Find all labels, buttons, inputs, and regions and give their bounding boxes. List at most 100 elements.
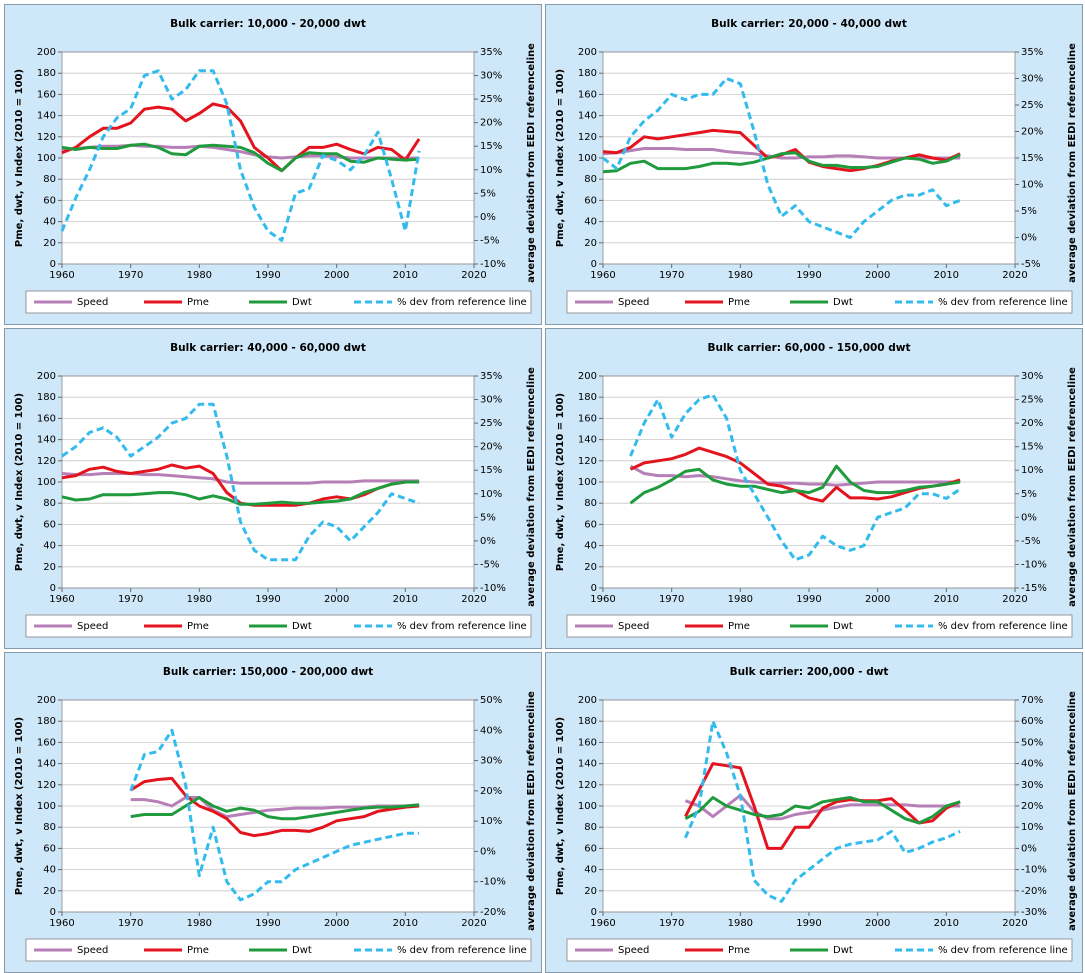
y-axis-title: Pme, dwt, v Index (2010 = 100) (555, 393, 566, 571)
y-tick-label: 40 (584, 541, 597, 552)
x-tick-label: 1960 (590, 594, 615, 605)
x-tick-label: 1980 (187, 270, 212, 281)
y2-tick-label: 20% (480, 786, 502, 797)
plot-frame (602, 375, 1016, 589)
y2-tick-label: 30% (480, 71, 502, 82)
y2-tick-label: 25% (1021, 395, 1043, 406)
y-tick-label: 80 (43, 822, 56, 833)
y-tick-label: 120 (37, 780, 56, 791)
y2-tick-label: -5% (480, 559, 499, 570)
y-tick-label: 140 (37, 111, 56, 122)
x-tick-label: 1980 (728, 270, 753, 281)
y-tick-label: 100 (578, 153, 597, 164)
y-tick-label: 160 (578, 89, 597, 100)
y2-tick-label: 5% (480, 512, 496, 523)
legend-label: Dwt (833, 945, 853, 956)
y-tick-label: 20 (43, 238, 56, 249)
y-tick-label: 60 (43, 519, 56, 530)
x-tick-label: 2000 (324, 918, 349, 929)
y-tick-label: 0 (591, 907, 597, 918)
x-tick-label: 2020 (461, 918, 486, 929)
y2-tick-label: -10% (480, 259, 506, 270)
y-tick-label: 40 (43, 865, 56, 876)
series-line (629, 464, 961, 487)
y-tick-label: 80 (584, 822, 597, 833)
legend-label: % dev from reference line (938, 621, 1068, 632)
series-line (61, 480, 420, 506)
x-tick-label: 1990 (796, 918, 821, 929)
plot-frame (61, 699, 475, 913)
x-tick-label: 2010 (934, 918, 959, 929)
y2-tick-label: -10% (480, 583, 506, 594)
x-tick-label: 1980 (728, 918, 753, 929)
y2-axis-title: average deviation from EEDI referencelin… (526, 367, 537, 607)
y-tick-label: 200 (578, 371, 597, 382)
y2-tick-label: 0% (480, 846, 496, 857)
x-tick-label: 1970 (659, 270, 684, 281)
series-line (61, 102, 421, 173)
y2-tick-label: 30% (1021, 371, 1043, 382)
legend-label: Pme (728, 621, 750, 632)
y-tick-label: 100 (578, 801, 597, 812)
y2-tick-label: -30% (1021, 907, 1047, 918)
y-tick-label: 100 (37, 477, 56, 488)
y-tick-label: 160 (578, 737, 597, 748)
series-line (60, 69, 421, 242)
y2-tick-label: -5% (1021, 536, 1040, 547)
legend-label: Speed (618, 297, 649, 308)
series-line (130, 796, 420, 821)
y-tick-label: 200 (578, 47, 597, 58)
y2-tick-label: 30% (480, 756, 502, 767)
y-tick-label: 40 (584, 865, 597, 876)
series-line (129, 776, 420, 838)
y-tick-label: 0 (50, 259, 56, 270)
y2-tick-label: 5% (1021, 489, 1037, 500)
y2-tick-label: 5% (480, 188, 496, 199)
plot-frame (61, 51, 475, 265)
x-tick-label: 1970 (118, 918, 143, 929)
y2-tick-label: 0% (480, 536, 496, 547)
y2-tick-label: -15% (1021, 583, 1047, 594)
y2-tick-label: 30% (480, 395, 502, 406)
legend-label: Pme (187, 945, 209, 956)
x-tick-label: 1990 (255, 270, 280, 281)
y-tick-label: 20 (584, 562, 597, 573)
y2-tick-label: 20% (1021, 418, 1043, 429)
y-tick-label: 60 (584, 519, 597, 530)
y-tick-label: 180 (37, 716, 56, 727)
legend-label: % dev from reference line (397, 621, 527, 632)
legend-label: Speed (77, 621, 108, 632)
x-tick-label: 2000 (865, 918, 890, 929)
y-tick-label: 80 (43, 498, 56, 509)
legend-label: Speed (618, 621, 649, 632)
chart-title: Bulk carrier: 150,000 - 200,000 dwt (163, 666, 373, 678)
y2-tick-label: 0% (1021, 843, 1037, 854)
y2-tick-label: 10% (1021, 180, 1043, 191)
x-tick-label: 2010 (393, 270, 418, 281)
y2-tick-label: 35% (480, 47, 502, 58)
y-tick-label: 80 (584, 174, 597, 185)
y2-axis-title: average deviation from EEDI referencelin… (526, 691, 537, 931)
y-tick-label: 120 (37, 456, 56, 467)
y2-tick-label: 15% (480, 465, 502, 476)
plot-frame (61, 375, 475, 589)
y-tick-label: 20 (43, 886, 56, 897)
y-axis-title: Pme, dwt, v Index (2010 = 100) (14, 717, 25, 895)
y-tick-label: 140 (578, 435, 597, 446)
y2-tick-label: 15% (1021, 442, 1043, 453)
y-tick-label: 20 (584, 238, 597, 249)
y-axis-title: Pme, dwt, v Index (2010 = 100) (14, 69, 25, 247)
x-tick-label: 2020 (1002, 594, 1027, 605)
legend-label: Pme (187, 297, 209, 308)
x-tick-label: 1960 (49, 918, 74, 929)
y2-tick-label: 30% (1021, 74, 1043, 85)
x-tick-label: 2020 (461, 270, 486, 281)
y2-tick-label: 0% (480, 212, 496, 223)
legend-label: % dev from reference line (397, 945, 527, 956)
x-tick-label: 1980 (187, 594, 212, 605)
y-tick-label: 180 (578, 716, 597, 727)
legend-label: % dev from reference line (397, 297, 527, 308)
x-tick-label: 2000 (324, 270, 349, 281)
y2-tick-label: 35% (480, 371, 502, 382)
